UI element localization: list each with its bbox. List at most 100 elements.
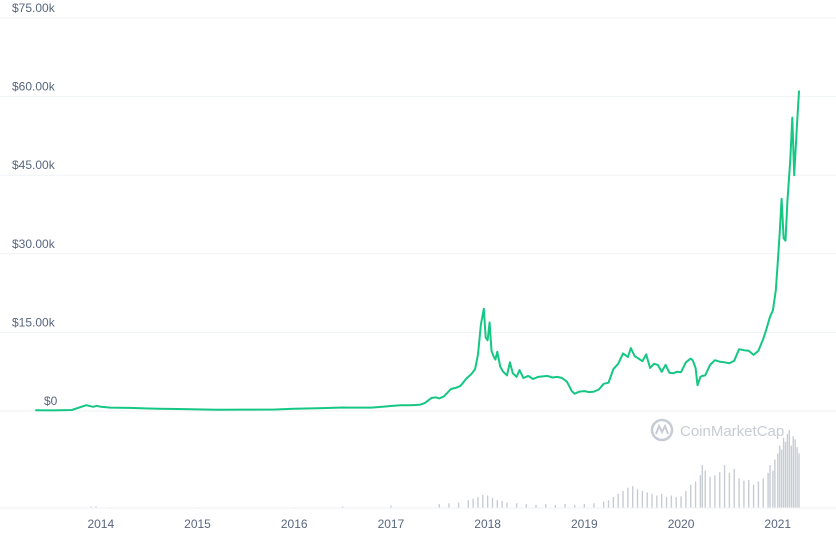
volume-bar: [482, 494, 484, 508]
volume-bar: [774, 459, 776, 508]
y-tick-label: $45.00k: [12, 158, 56, 172]
coinmarketcap-watermark: CoinMarketCap: [650, 418, 784, 442]
volume-bar: [796, 447, 798, 508]
volume-bar: [525, 504, 528, 508]
watermark-text: CoinMarketCap: [680, 423, 784, 440]
volume-bar: [772, 470, 774, 508]
volume-bar: [685, 490, 687, 508]
volume-bar: [515, 503, 518, 508]
volume-bar: [748, 479, 750, 508]
volume-bar: [738, 478, 740, 508]
volume-bar: [762, 478, 764, 508]
volume-bar: [661, 493, 663, 508]
volume-bar: [733, 469, 735, 508]
volume-bar: [701, 465, 704, 508]
volume-bar: [641, 490, 644, 508]
volume-bar: [782, 437, 785, 508]
x-tick-label: 2021: [764, 517, 791, 531]
coinmarketcap-logo-icon: [650, 418, 674, 442]
volume-bar: [593, 503, 595, 508]
volume-bar: [694, 481, 697, 508]
volume-bar: [723, 465, 726, 508]
volume-bar: [564, 504, 566, 508]
volume-bar: [794, 439, 796, 508]
volume-bar: [622, 490, 624, 508]
volume-bar: [699, 475, 702, 508]
volume-bar: [665, 497, 668, 508]
y-tick-label: $30.00k: [12, 237, 56, 251]
x-tick-label: 2019: [571, 517, 598, 531]
volume-bar: [90, 506, 92, 508]
y-axis: $0 $15.00k $30.00k $45.00k $60.00k $75.00k: [12, 1, 58, 408]
volume-bar: [767, 472, 769, 508]
volume-bar: [646, 492, 648, 508]
volume-bar: [627, 487, 629, 508]
x-axis: 2014 2015 2016 2017 2018 2019 2020 2021: [87, 517, 791, 531]
volume-bars: [0, 430, 836, 509]
x-tick-label: 2014: [87, 517, 114, 531]
volume-bar: [704, 470, 706, 508]
volume-bar: [728, 472, 731, 508]
volume-bar: [607, 500, 610, 508]
volume-bar: [784, 441, 787, 508]
volume-bar: [501, 500, 503, 508]
volume-bar: [709, 476, 711, 508]
volume-bar: [486, 495, 489, 508]
volume-bar: [798, 453, 800, 508]
volume-bar: [457, 502, 460, 508]
volume-bar: [777, 453, 779, 508]
volume-bar: [778, 445, 781, 508]
volume-bar: [602, 501, 605, 508]
volume-bar: [656, 495, 658, 508]
y-tick-label: $15.00k: [12, 315, 56, 329]
y-tick-label: $60.00k: [12, 80, 56, 94]
volume-bar: [491, 497, 494, 508]
price-line: [35, 90, 800, 412]
volume-bar: [438, 504, 440, 508]
volume-bar: [496, 500, 499, 508]
x-tick-label: 2016: [281, 517, 308, 531]
x-tick-label: 2015: [184, 517, 211, 531]
volume-bar: [506, 502, 508, 508]
volume-bar: [690, 484, 692, 508]
volume-bar: [714, 475, 716, 508]
volume-bar: [790, 445, 792, 508]
x-tick-label: 2017: [378, 517, 405, 531]
volume-bar: [788, 430, 791, 508]
volume-bar: [636, 489, 639, 508]
volume-bar: [341, 506, 344, 508]
volume-bar: [786, 433, 789, 508]
y-gridlines: [0, 17, 836, 412]
volume-bar: [390, 505, 392, 508]
volume-bar: [583, 504, 586, 508]
volume-bar: [719, 472, 721, 508]
volume-bar: [554, 504, 557, 508]
volume-bar: [477, 497, 479, 508]
volume-bar: [631, 486, 634, 508]
volume-bar: [670, 495, 673, 508]
price-series: [35, 90, 800, 412]
x-tick-label: 2020: [668, 517, 695, 531]
volume-bar: [752, 484, 755, 508]
y-tick-label: $0: [44, 394, 58, 408]
volume-bar: [757, 481, 760, 508]
volume-bar: [675, 497, 677, 508]
volume-bar: [743, 480, 745, 508]
volume-bar: [535, 504, 537, 508]
volume-bar: [95, 506, 97, 508]
volume-bar: [651, 493, 653, 508]
volume-bar: [544, 504, 547, 508]
volume-bar: [612, 497, 615, 508]
volume-bar: [573, 504, 576, 508]
volume-bar: [617, 493, 619, 508]
y-tick-label: $75.00k: [12, 1, 56, 15]
x-tick-label: 2018: [474, 517, 501, 531]
volume-bar: [780, 449, 783, 508]
volume-bar: [472, 498, 474, 508]
volume-bar: [769, 465, 771, 508]
volume-bar: [792, 436, 794, 508]
volume-bar: [680, 496, 682, 508]
volume-bar: [448, 503, 450, 508]
volume-bar: [467, 500, 469, 508]
